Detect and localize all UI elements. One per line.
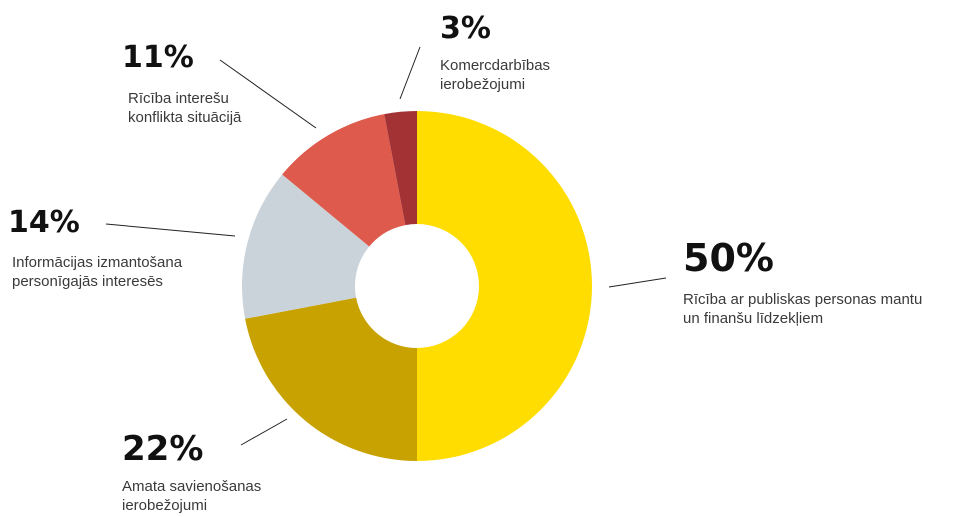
slice-label-3-line-0: Rīcība interešu [128,90,229,107]
slice-labels: 50% Rīcība ar publiskas personas mantu un … [8,11,922,514]
leader-line-2 [105,223,236,237]
slice-percent-2: 14% [8,205,80,240]
leader-line-4 [399,46,421,100]
slice-label-1-line-1: ierobežojumi [122,497,207,514]
slice-label-0-line-1: un finanšu līdzekļiem [683,310,823,327]
slice-percent-1: 22% [122,429,203,469]
slice-percent-0: 50% [683,236,774,280]
slice-label-2-line-1: personīgajās interesēs [12,273,163,290]
donut-slices [241,111,592,461]
slice-label-3-line-1: konflikta situācijā [128,109,242,126]
slice-percent-3: 11% [122,40,194,75]
leader-line-0 [608,277,667,288]
donut-slice-2 [241,174,370,319]
leader-line-1 [240,418,288,446]
slice-label-1-line-0: Amata savienošanas [122,478,261,495]
slice-label-0-line-0: Rīcība ar publiskas personas mantu [683,291,922,308]
donut-slice-3 [282,114,406,247]
slice-label-2-line-0: Informācijas izmantošana [12,254,183,271]
donut-slice-0 [417,111,592,461]
slice-label-4-line-0: Komercdarbības [440,57,550,74]
donut-slice-4 [384,111,417,226]
slice-percent-4: 3% [440,11,491,46]
donut-slice-1 [245,297,417,461]
leader-lines [105,46,667,446]
slice-label-4-line-1: ierobežojumi [440,76,525,93]
leader-line-3 [219,59,317,129]
